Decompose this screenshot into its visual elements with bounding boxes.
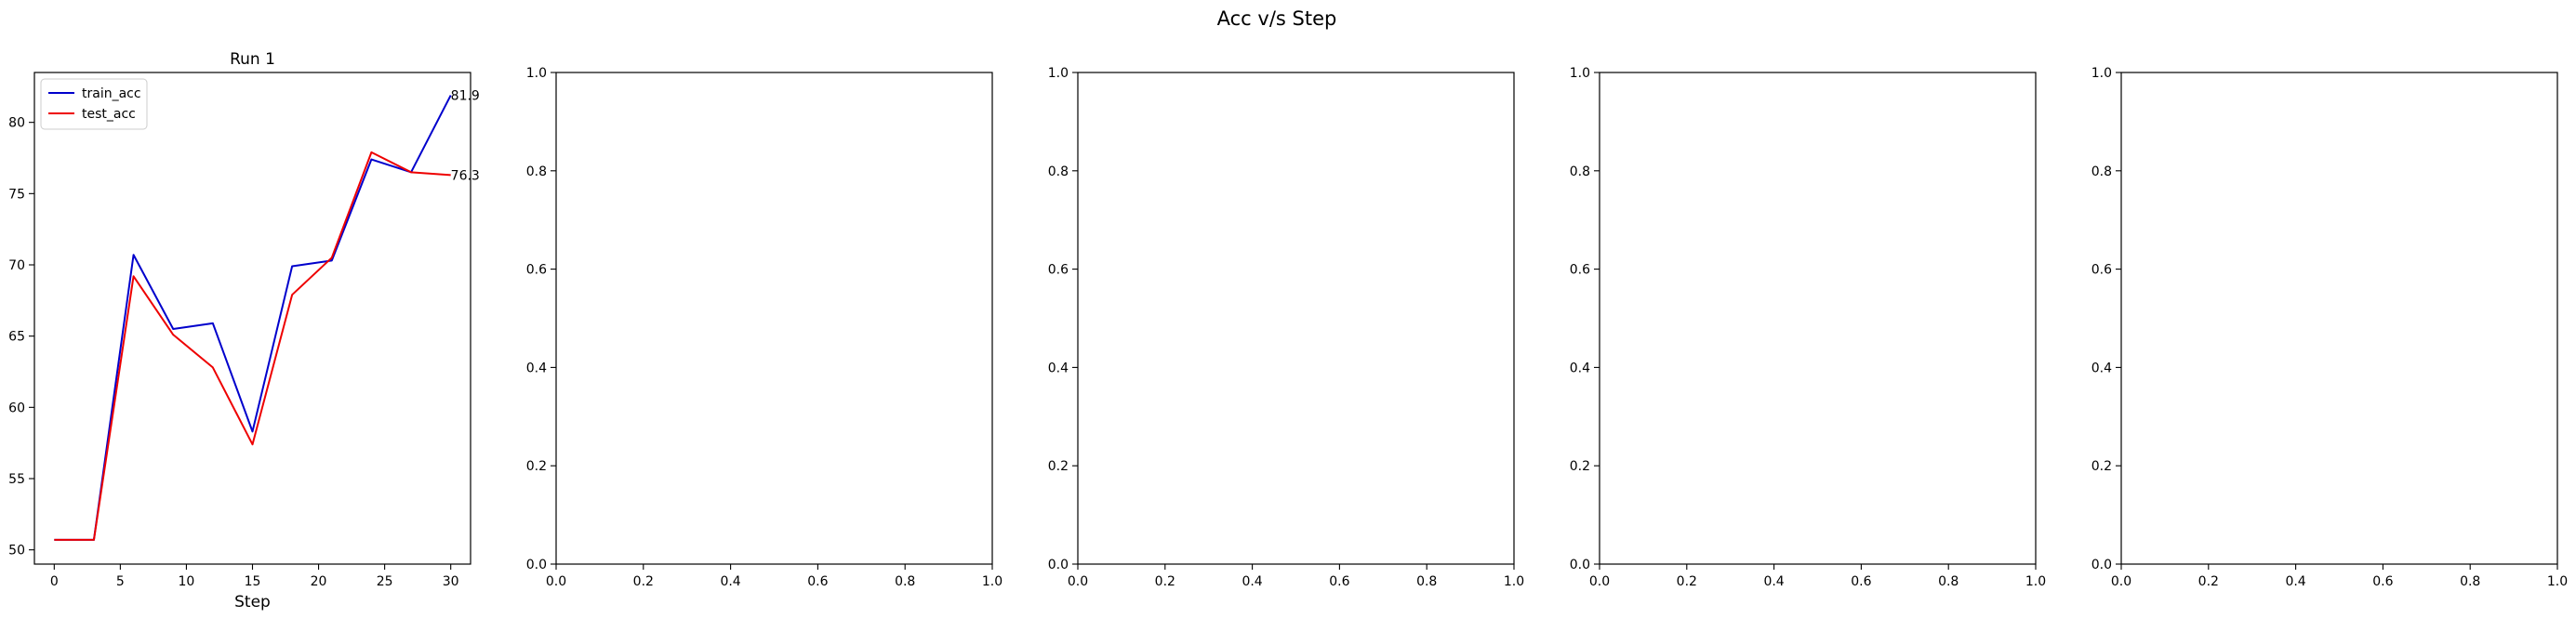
axes-5: 0.0 0.2 0.4 0.6 0.8 1.0 0.0 0.2 0.4 0.6 0.8 1.0 bbox=[2091, 66, 2568, 589]
y-tick-label: 0.4 bbox=[2091, 361, 2112, 375]
y-tick-label: 0.0 bbox=[2091, 558, 2112, 572]
legend-label-test_acc: test_acc bbox=[82, 107, 136, 122]
x-tick-label: 0.6 bbox=[2372, 574, 2393, 589]
y-tick-label: 60 bbox=[8, 401, 25, 415]
y-tick-label: 0.4 bbox=[1048, 361, 1069, 375]
y-tick-label: 0.8 bbox=[1048, 164, 1069, 179]
axes-4: 0.0 0.2 0.4 0.6 0.8 1.0 0.0 0.2 0.4 0.6 0.8 1.0 bbox=[1570, 66, 2046, 589]
y-tick-label: 75 bbox=[8, 187, 25, 202]
x-tick-label: 0.8 bbox=[2460, 574, 2480, 589]
x-tick-label: 0.0 bbox=[2111, 574, 2131, 589]
y-tick-label: 0.8 bbox=[1570, 164, 1590, 179]
x-tick-label: 0.6 bbox=[807, 574, 828, 589]
y-tick-label: 50 bbox=[8, 544, 25, 559]
y-tick-label: 0.0 bbox=[526, 558, 547, 572]
y-tick-label: 0.2 bbox=[1048, 459, 1069, 474]
y-tick-label: 0.0 bbox=[1048, 558, 1069, 572]
x-tick-label: 10 bbox=[179, 574, 195, 589]
y-tick-label: 0.2 bbox=[2091, 459, 2112, 474]
end-value-label-test_acc: 76.3 bbox=[451, 168, 480, 183]
x-tick-label: 0.6 bbox=[1851, 574, 1871, 589]
x-tick-label: 1.0 bbox=[2025, 574, 2046, 589]
axes-1: 0 5 10 15 20 25 30 50 55 60 65 70 75 80 Run 1 Step 81.9 7… bbox=[8, 50, 480, 611]
legend: train_acc test_acc bbox=[40, 78, 148, 130]
axes-title: Run 1 bbox=[230, 50, 275, 69]
legend-label-train_acc: train_acc bbox=[82, 86, 141, 101]
x-tick-label: 1.0 bbox=[1504, 574, 1524, 589]
axes-2: 0.0 0.2 0.4 0.6 0.8 1.0 0.0 0.2 0.4 0.6 0.8 1.0 bbox=[526, 66, 1003, 589]
y-tick-label: 1.0 bbox=[1570, 66, 1590, 81]
x-tick-label: 0.2 bbox=[633, 574, 654, 589]
y-tick-label: 0.0 bbox=[1570, 558, 1590, 572]
x-tick-label: 0.0 bbox=[1068, 574, 1088, 589]
y-tick-label: 0.2 bbox=[526, 459, 547, 474]
x-tick-label: 0.8 bbox=[1938, 574, 1959, 589]
y-tick-label: 1.0 bbox=[2091, 66, 2112, 81]
y-tick-label: 80 bbox=[8, 116, 25, 131]
x-tick-label: 0 bbox=[50, 574, 59, 589]
x-tick-label: 0.4 bbox=[720, 574, 740, 589]
y-tick-label: 0.2 bbox=[1570, 459, 1590, 474]
x-tick-label: 0.0 bbox=[546, 574, 566, 589]
x-tick-label: 0.8 bbox=[1416, 574, 1437, 589]
y-tick-label: 55 bbox=[8, 472, 25, 487]
x-tick-label: 30 bbox=[443, 574, 459, 589]
axes-3: 0.0 0.2 0.4 0.6 0.8 1.0 0.0 0.2 0.4 0.6 0.8 1.0 bbox=[1048, 66, 1524, 589]
y-tick-label: 0.6 bbox=[526, 263, 547, 278]
x-tick-label: 1.0 bbox=[2547, 574, 2568, 589]
x-tick-label: 5 bbox=[116, 574, 125, 589]
y-tick-label: 65 bbox=[8, 330, 25, 345]
x-tick-label: 0.2 bbox=[1677, 574, 1697, 589]
x-tick-label: 0.2 bbox=[1155, 574, 1175, 589]
y-tick-label: 1.0 bbox=[1048, 66, 1069, 81]
x-tick-label: 0.0 bbox=[1589, 574, 1610, 589]
x-tick-label: 1.0 bbox=[982, 574, 1003, 589]
y-tick-label: 1.0 bbox=[526, 66, 547, 81]
x-tick-label: 25 bbox=[377, 574, 393, 589]
end-value-label-train_acc: 81.9 bbox=[451, 89, 480, 104]
x-tick-label: 0.8 bbox=[895, 574, 915, 589]
axes-frame bbox=[1599, 72, 2037, 565]
x-tick-label: 20 bbox=[311, 574, 327, 589]
y-tick-label: 0.6 bbox=[2091, 263, 2112, 278]
x-tick-label: 0.4 bbox=[1242, 574, 1262, 589]
axes-frame bbox=[2120, 72, 2558, 565]
legend-frame bbox=[40, 78, 148, 130]
axes-container: 0 5 10 15 20 25 30 50 55 60 65 70 75 80 Run 1 Step 81.9 7… bbox=[8, 50, 2568, 611]
y-tick-label: 0.6 bbox=[1048, 263, 1069, 278]
axes-frame bbox=[555, 72, 993, 565]
x-tick-label: 0.6 bbox=[1329, 574, 1349, 589]
x-tick-label: 15 bbox=[245, 574, 261, 589]
y-tick-label: 0.6 bbox=[1570, 263, 1590, 278]
x-tick-label: 0.4 bbox=[1763, 574, 1784, 589]
y-tick-label: 70 bbox=[8, 258, 25, 273]
x-tick-label: 0.4 bbox=[2285, 574, 2305, 589]
y-tick-label: 0.4 bbox=[1570, 361, 1590, 375]
figure-suptitle: Acc v/s Step bbox=[1217, 7, 1337, 30]
y-tick-label: 0.4 bbox=[526, 361, 547, 375]
y-tick-label: 0.8 bbox=[2091, 164, 2112, 179]
x-axis-label: Step bbox=[234, 593, 271, 611]
y-tick-label: 0.8 bbox=[526, 164, 547, 179]
axes-frame bbox=[1077, 72, 1515, 565]
x-tick-label: 0.2 bbox=[2198, 574, 2219, 589]
